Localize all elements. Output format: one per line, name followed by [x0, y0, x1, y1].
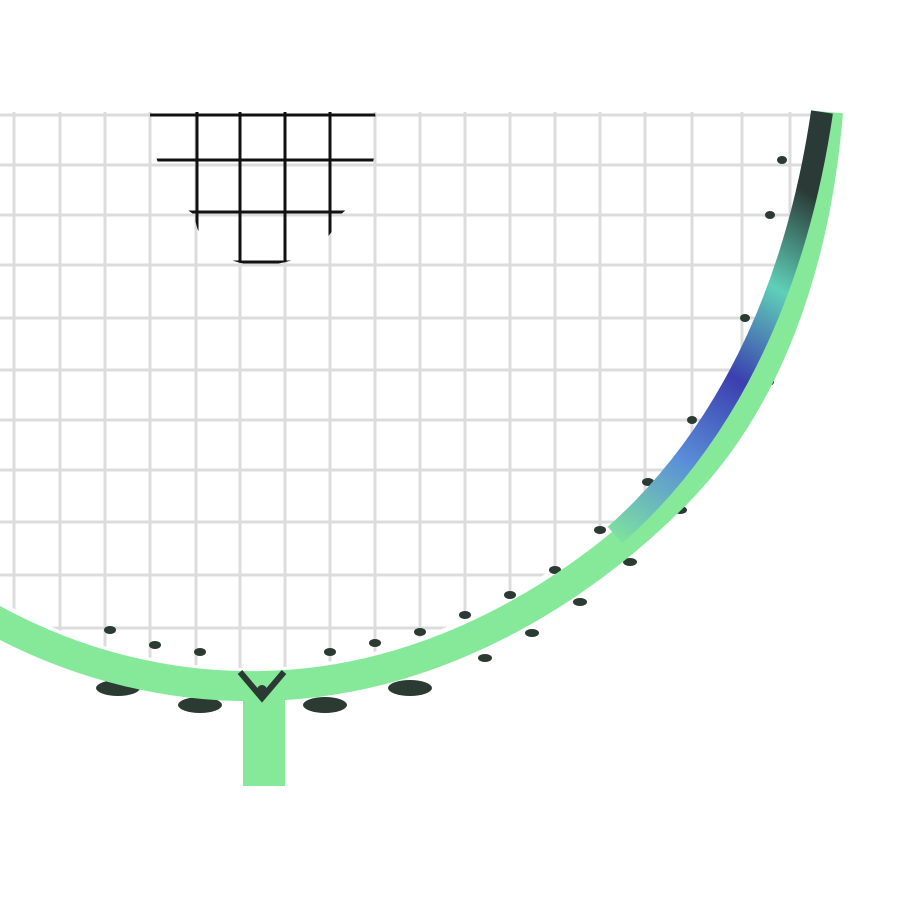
frame: [0, 110, 843, 702]
frame-decoration: [607, 110, 833, 544]
shaft: [243, 690, 285, 786]
brand-mark: [237, 670, 287, 703]
brand-mark-dot: [257, 685, 267, 695]
